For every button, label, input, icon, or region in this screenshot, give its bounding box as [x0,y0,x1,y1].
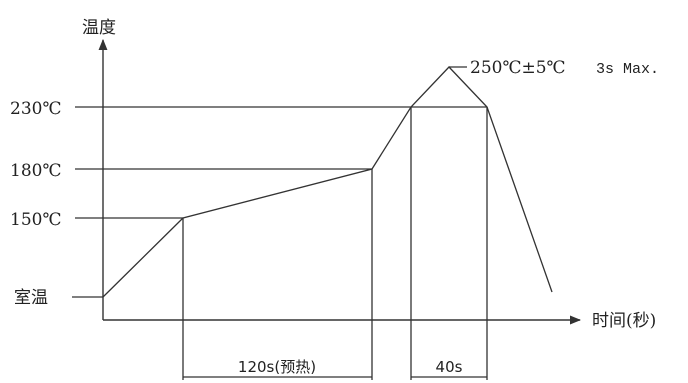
temperature-profile-curve [102,66,553,298]
peak-duration-label: 3s Max. [596,61,659,78]
peak-temperature-label: 250℃±5℃ [470,58,566,78]
label-230: 230℃ [10,99,61,119]
interval-preheat-label: 120s(预热) [238,358,316,376]
y-axis-title: 温度 [82,18,116,38]
label-150: 150℃ [10,210,61,230]
label-180: 180℃ [10,161,61,181]
interval-above-230-label: 40s [436,358,463,376]
x-axis-title: 时间(秒) [592,311,656,331]
label-room-temp: 室温 [14,288,48,308]
